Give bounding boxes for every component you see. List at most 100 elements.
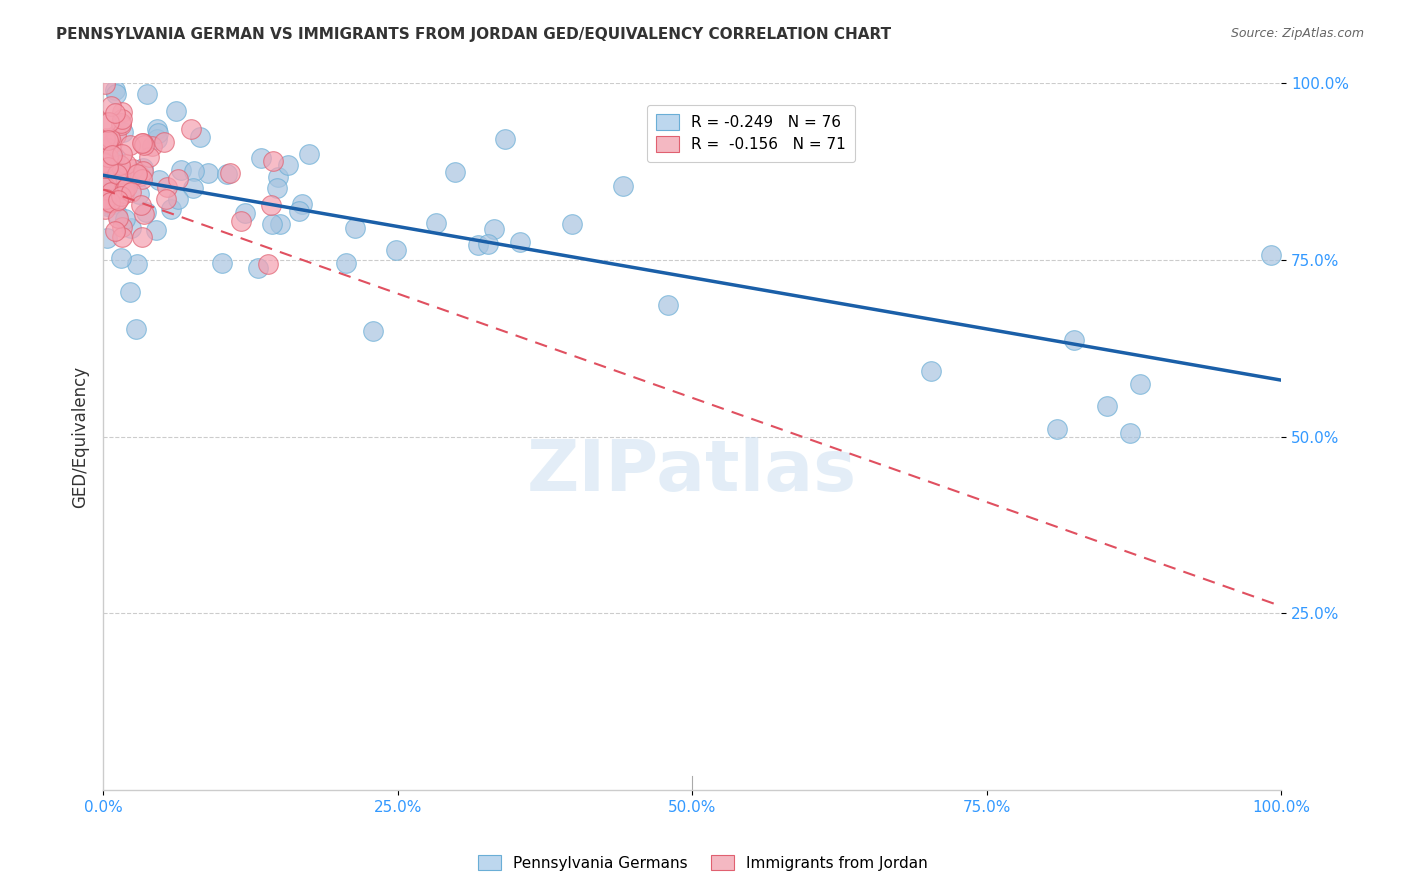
Point [131,172,153,186]
Point [114,174,136,188]
Point [100,185,122,199]
Point [96,136,118,150]
Point [117,180,139,194]
Point [131,229,153,244]
Point [467,237,489,252]
Point [155,192,177,206]
Point [107,211,129,225]
Point [110,188,132,202]
Point [98,187,121,202]
Point [561,217,583,231]
Point [100,98,122,112]
Point [94,78,117,92]
Point [127,257,149,271]
Point [509,235,531,249]
Point [115,157,138,171]
Point [93,155,115,169]
Point [482,221,505,235]
Point [94,174,117,188]
Point [110,116,132,130]
Point [129,198,152,212]
Point [97,114,120,128]
Point [118,138,141,153]
Point [104,83,127,97]
Point [94,131,117,145]
Point [120,220,142,235]
Point [107,194,129,208]
Point [1118,425,1140,440]
Point [148,126,170,140]
Point [260,198,283,212]
Point [477,236,499,251]
Point [160,202,183,217]
Point [96,231,118,245]
Point [612,179,634,194]
Point [112,183,135,197]
Legend: Pennsylvania Germans, Immigrants from Jordan: Pennsylvania Germans, Immigrants from Jo… [470,846,936,880]
Point [110,171,132,186]
Point [190,130,212,145]
Point [277,158,299,172]
Point [197,166,219,180]
Y-axis label: GED/Equivalency: GED/Equivalency [72,366,89,508]
Point [156,179,179,194]
Point [335,256,357,270]
Point [128,186,150,201]
Point [385,243,408,257]
Point [267,169,290,184]
Point [110,252,132,266]
Point [262,217,284,231]
Point [110,118,132,132]
Point [291,197,314,211]
Point [105,207,128,221]
Point [118,285,141,300]
Point [145,223,167,237]
Point [146,132,169,146]
Text: PENNSYLVANIA GERMAN VS IMMIGRANTS FROM JORDAN GED/EQUIVALENCY CORRELATION CHART: PENNSYLVANIA GERMAN VS IMMIGRANTS FROM J… [56,27,891,42]
Point [256,257,278,271]
Point [94,169,117,183]
Point [138,150,160,164]
Point [101,180,124,194]
Point [494,131,516,145]
Point [112,167,135,181]
Point [136,87,159,102]
Point [266,181,288,195]
Point [114,182,136,196]
Point [125,322,148,336]
Point [111,112,134,126]
Point [269,217,291,231]
Text: ZIPatlas: ZIPatlas [527,437,858,507]
Point [94,202,117,217]
Point [111,219,134,234]
Point [229,213,252,227]
Point [94,180,117,194]
Point [93,161,115,176]
Point [93,155,115,169]
Point [96,193,118,207]
Text: Source: ZipAtlas.com: Source: ZipAtlas.com [1230,27,1364,40]
Point [1095,399,1118,413]
Point [298,147,321,161]
Point [100,153,122,167]
Point [101,186,124,201]
Point [100,196,122,211]
Point [363,324,385,338]
Point [180,122,202,136]
Point [122,162,145,177]
Point [148,173,170,187]
Point [96,115,118,129]
Point [344,221,367,235]
Point [183,164,205,178]
Point [920,363,942,377]
Point [1129,377,1152,392]
Point [129,169,152,183]
Point [132,207,155,221]
Point [288,204,311,219]
Point [97,161,120,175]
Point [181,180,204,194]
Point [425,216,447,230]
Point [94,197,117,211]
Point [114,211,136,226]
Point [217,167,239,181]
